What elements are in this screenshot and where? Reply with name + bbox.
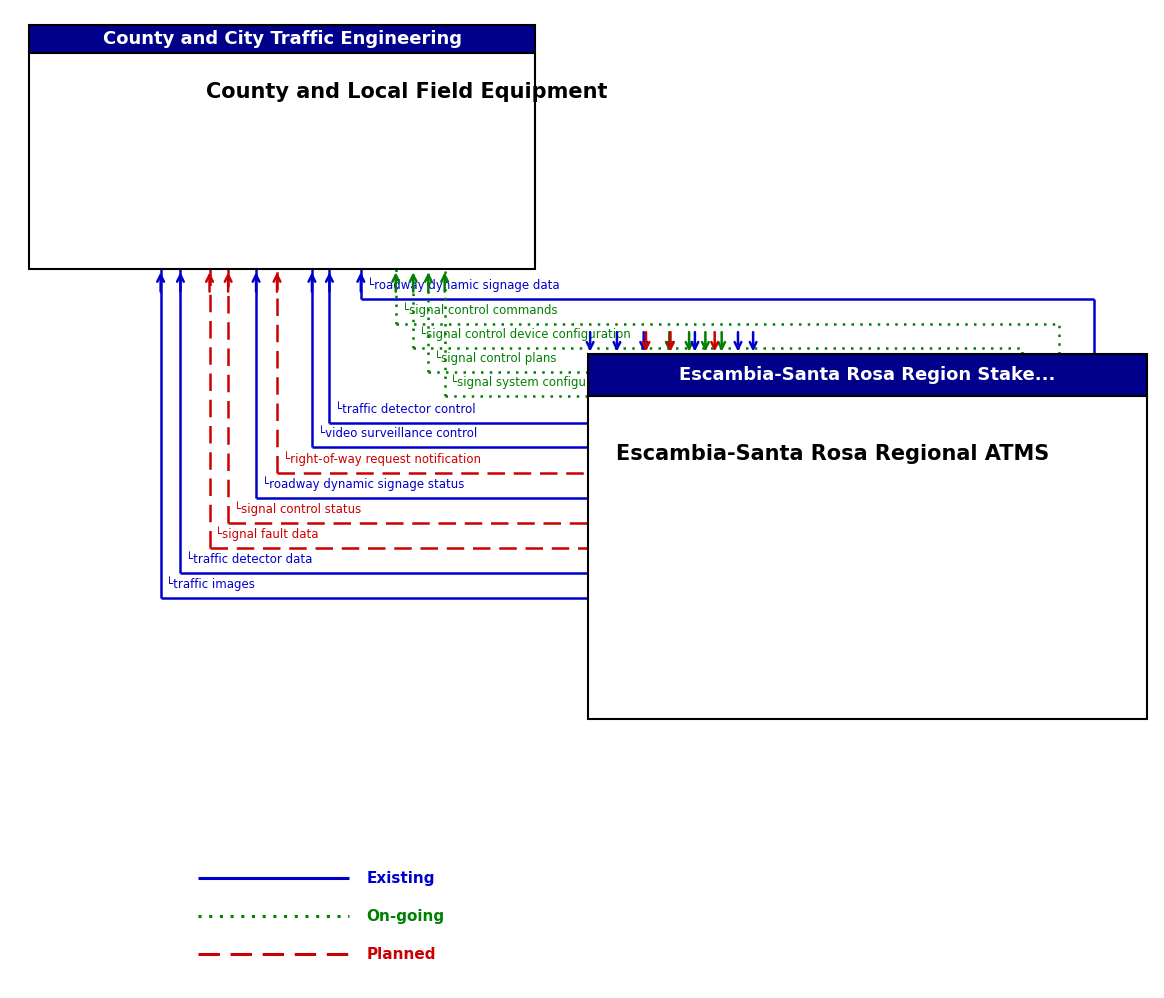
Text: └signal control device configuration: └signal control device configuration [419,326,631,341]
Text: └signal system configuration: └signal system configuration [450,374,622,389]
Text: └signal control commands: └signal control commands [402,302,558,317]
Text: └video surveillance control: └video surveillance control [318,427,477,440]
Text: Existing: Existing [367,870,435,886]
Text: County and Local Field Equipment: County and Local Field Equipment [206,82,608,102]
Text: └signal control status: └signal control status [234,501,361,516]
Text: On-going: On-going [367,908,445,924]
Text: └traffic detector data: └traffic detector data [186,553,313,566]
Text: └traffic detector control: └traffic detector control [335,403,476,416]
Bar [588,396,1147,719]
Text: └right-of-way request notification: └right-of-way request notification [283,451,481,466]
Bar [588,354,1147,396]
Text: └signal control plans: └signal control plans [434,350,556,365]
Text: Escambia-Santa Rosa Region Stake...: Escambia-Santa Rosa Region Stake... [679,366,1056,384]
Text: Escambia-Santa Rosa Regional ATMS: Escambia-Santa Rosa Regional ATMS [616,444,1049,464]
Text: └roadway dynamic signage data: └roadway dynamic signage data [367,277,559,292]
Text: County and City Traffic Engineering: County and City Traffic Engineering [102,30,462,48]
Text: └traffic images: └traffic images [166,576,255,591]
Bar [29,25,535,53]
Bar [29,53,535,269]
Text: └signal fault data: └signal fault data [215,526,319,541]
Text: Planned: Planned [367,946,436,962]
Text: └roadway dynamic signage status: └roadway dynamic signage status [262,476,464,491]
